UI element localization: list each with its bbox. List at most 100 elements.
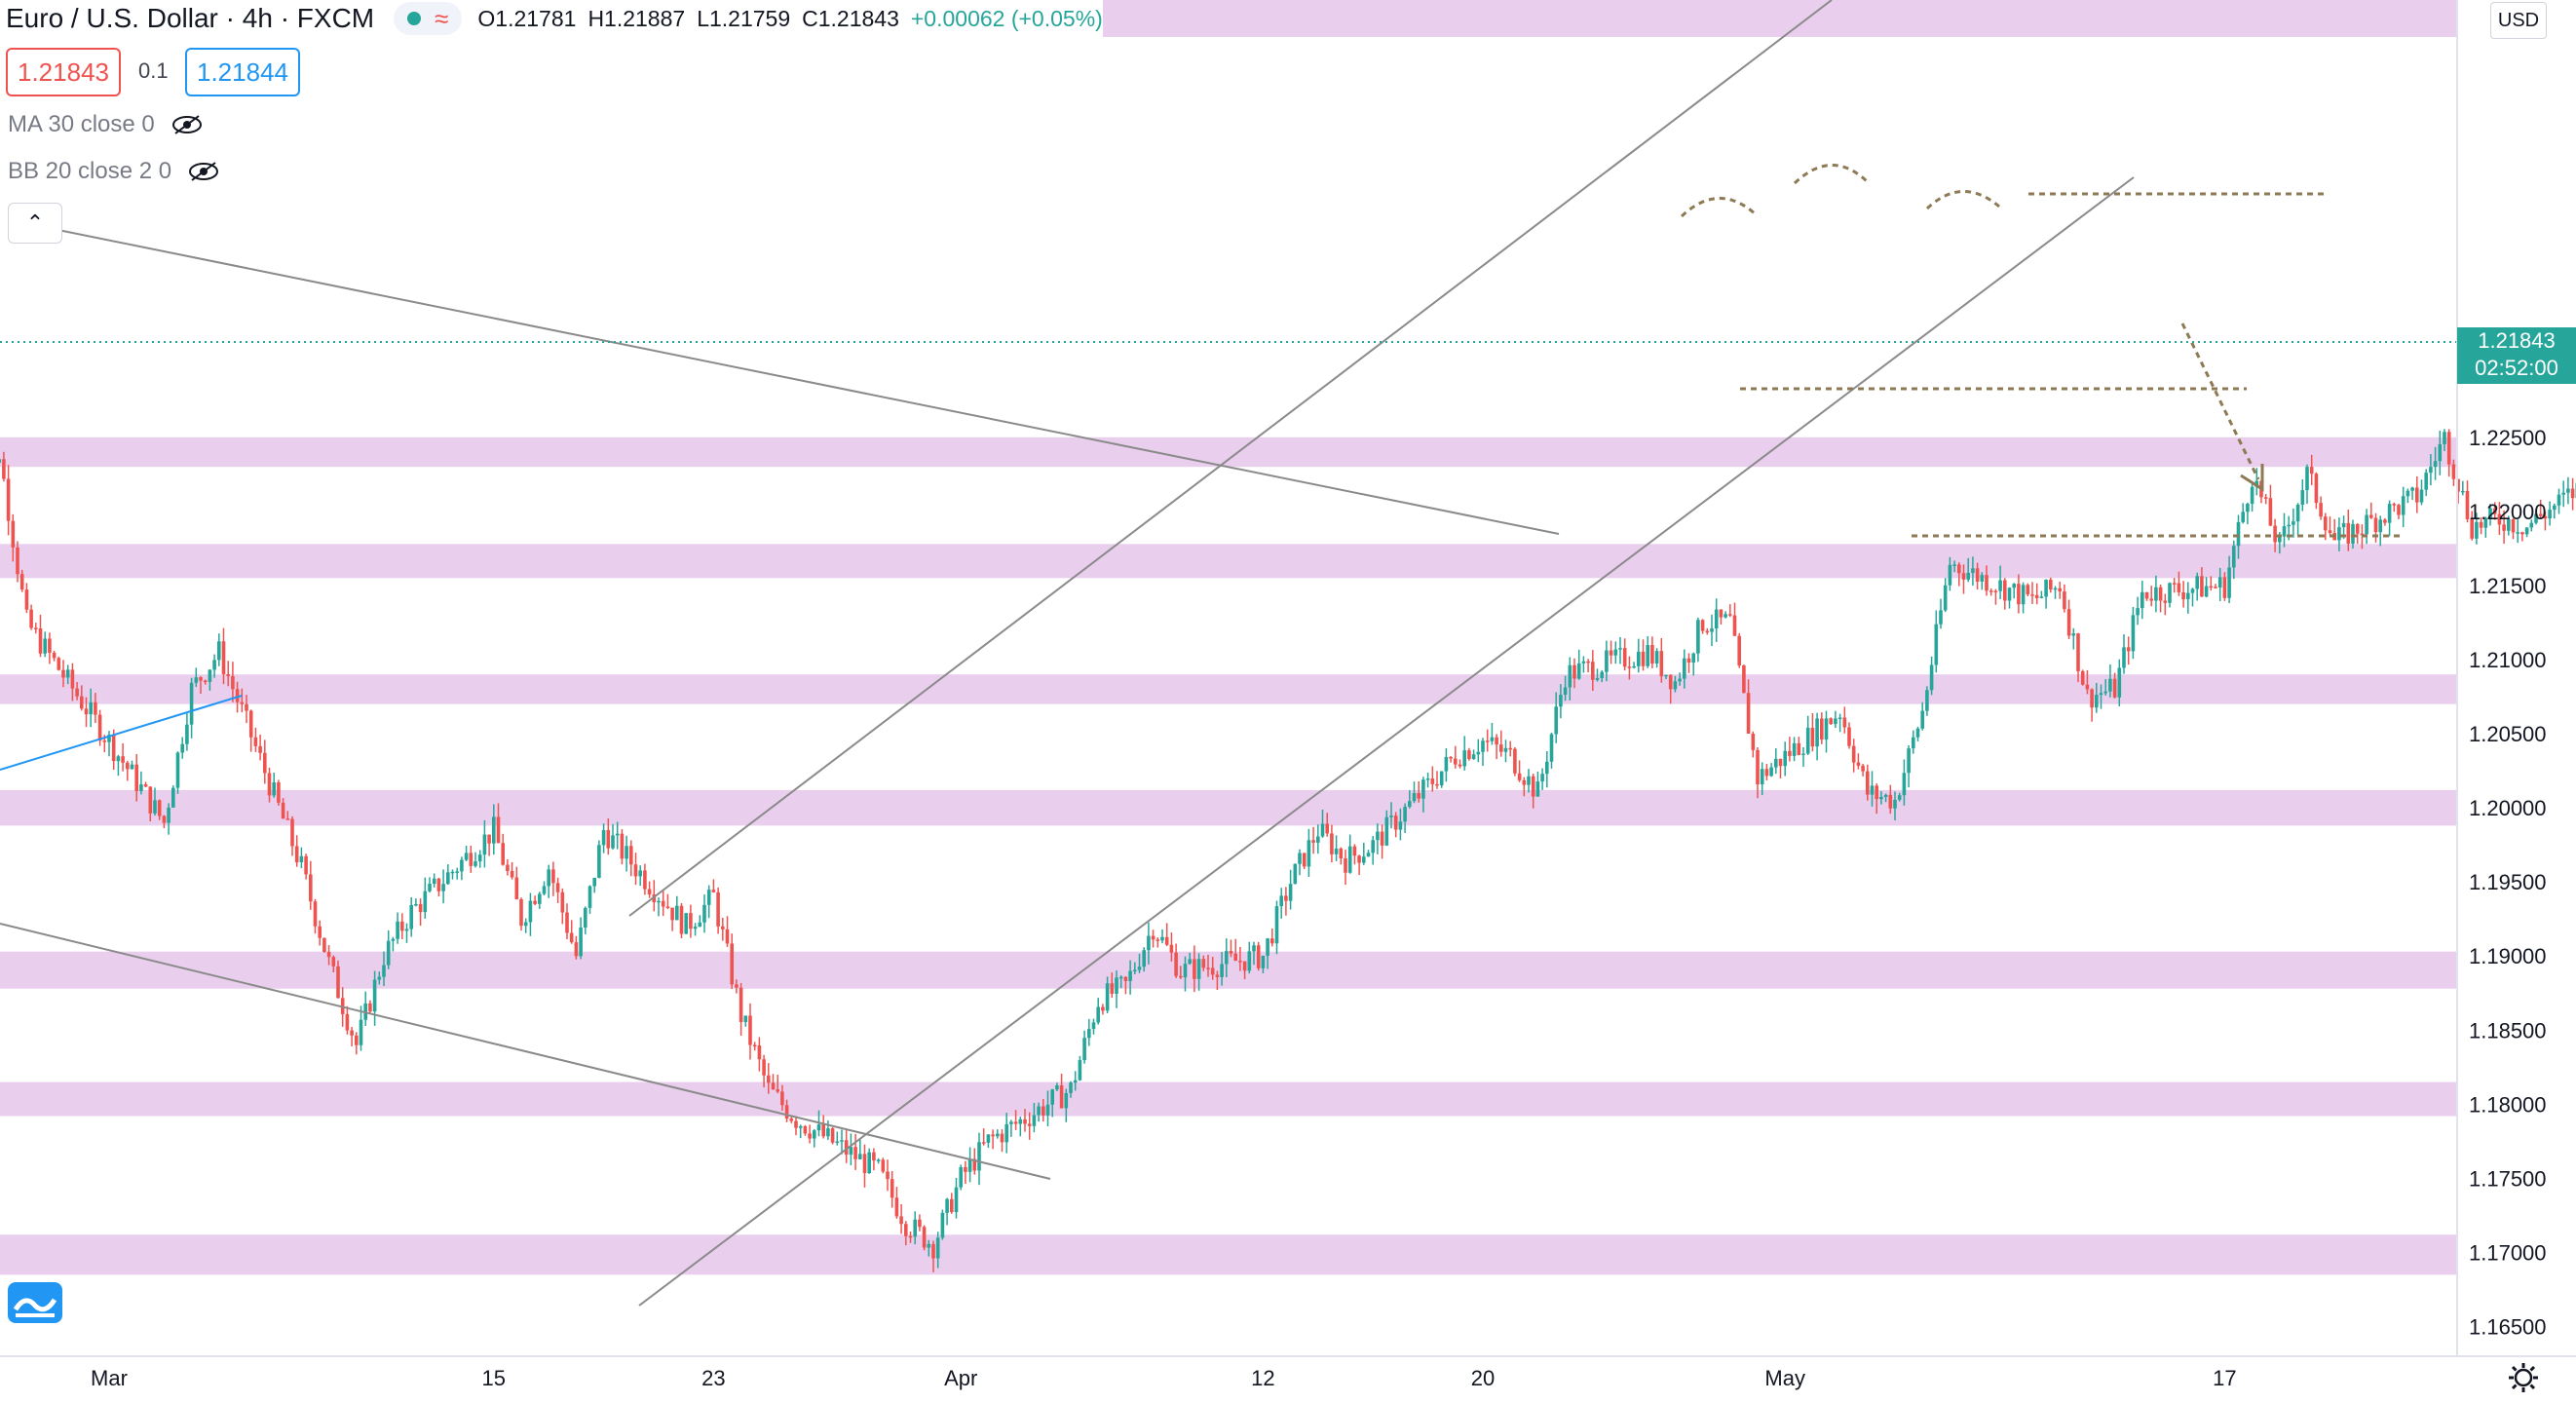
candle-body <box>927 1243 931 1248</box>
candle-body <box>2236 521 2241 547</box>
candle-body <box>2122 647 2126 668</box>
candle-body <box>2387 504 2392 523</box>
candle-body <box>418 903 423 913</box>
candle-body <box>2095 695 2099 708</box>
time-tick-label: 15 <box>482 1366 506 1390</box>
candle-body <box>189 682 194 725</box>
candle-body <box>199 677 203 681</box>
change-value: +0.00062 (+0.05%) <box>910 5 1103 31</box>
candle-body <box>6 478 11 521</box>
wave-icon: ≈ <box>435 3 449 33</box>
indicator-ma[interactable]: MA 30 close 0 <box>8 111 204 138</box>
candle-body <box>1481 740 1485 752</box>
currency-label[interactable]: USD <box>2490 2 2547 39</box>
tradingview-logo-icon[interactable] <box>8 1282 62 1323</box>
candle-body <box>1193 959 1196 979</box>
candle-body <box>2263 497 2268 499</box>
candle-body <box>111 735 116 762</box>
candle-body <box>1961 573 1966 580</box>
candle-body <box>102 740 107 742</box>
candle-body <box>1998 580 2002 591</box>
zone-band <box>0 436 2457 468</box>
sell-button[interactable]: 1.21843 <box>6 48 121 96</box>
candle-body <box>981 1142 986 1144</box>
candle-body <box>2502 524 2506 531</box>
last-price-tag: 1.21843 02:52:00 <box>2457 327 2576 384</box>
market-status-pill[interactable]: ≈ <box>394 2 463 35</box>
candle-body <box>894 1197 899 1217</box>
candle-body <box>309 874 313 902</box>
candle-body <box>1123 976 1128 981</box>
candle-body <box>611 835 615 849</box>
candle-body <box>1732 615 1737 636</box>
candle-body <box>615 833 620 836</box>
eye-hidden-icon[interactable] <box>170 114 204 135</box>
candle-body <box>698 922 702 928</box>
candle-body <box>1233 953 1237 962</box>
candle-body <box>299 855 304 863</box>
candle-body <box>1421 779 1425 799</box>
candle-body <box>794 1120 798 1128</box>
candle-body <box>11 520 16 548</box>
candle-body <box>2309 467 2314 474</box>
candle-body <box>789 1119 794 1121</box>
candle-body <box>862 1154 867 1174</box>
candle-body <box>2456 478 2460 492</box>
candle-body <box>277 782 281 803</box>
candle-body <box>423 891 428 913</box>
candle-body <box>94 702 97 715</box>
candle-body <box>1366 853 1371 857</box>
symbol-title[interactable]: Euro / U.S. Dollar · 4h · FXCM <box>6 3 375 33</box>
symbol-header: Euro / U.S. Dollar · 4h · FXCM ≈ O1.2178… <box>0 0 1103 37</box>
candle-body <box>821 1124 825 1137</box>
candle-body <box>386 940 391 966</box>
candle-body <box>1678 678 1682 682</box>
candle-body <box>1449 757 1453 759</box>
candle-body <box>162 815 167 823</box>
candle-body <box>175 752 180 788</box>
candle-body <box>1279 895 1283 907</box>
indicator-bb[interactable]: BB 20 close 2 0 <box>8 158 220 185</box>
candle-body <box>1549 734 1554 762</box>
candle-body <box>913 1219 917 1237</box>
candle-body <box>336 966 340 999</box>
candle-body <box>322 937 326 953</box>
eye-hidden-icon[interactable] <box>187 161 220 182</box>
candle-body <box>1714 609 1719 629</box>
zone-band <box>0 789 2457 826</box>
candle-body <box>711 890 716 892</box>
collapse-legend-button[interactable]: ⌃ <box>8 203 62 244</box>
candle-body <box>918 1219 922 1228</box>
time-tick-label: 20 <box>1471 1366 1495 1390</box>
candle-body <box>940 1212 945 1238</box>
candle-body <box>1925 690 1929 711</box>
price-tick-label: 1.18000 <box>2469 1092 2547 1117</box>
candle-body <box>2328 530 2332 534</box>
candle-body <box>1710 628 1714 632</box>
price-tick-label: 1.20000 <box>2469 796 2547 820</box>
candle-body <box>1659 651 1664 677</box>
buy-button[interactable]: 1.21844 <box>185 48 300 96</box>
candle-body <box>1082 1038 1086 1061</box>
candle-body <box>226 674 230 676</box>
candle-body <box>1087 1029 1091 1039</box>
downtrend-line-upper <box>28 223 1560 535</box>
candle-body <box>1728 614 1732 616</box>
time-axis[interactable]: Mar1523Apr1220May17Jun1422 <box>91 1366 2576 1390</box>
candle-body <box>1939 610 1943 625</box>
time-tick-label: Apr <box>944 1366 977 1390</box>
candle-body <box>986 1134 991 1143</box>
gear-icon[interactable] <box>2506 1360 2541 1395</box>
price-axis[interactable]: 1.16500 1.17000 1.17500 1.18000 1.18500 1.190… <box>2469 352 2547 1340</box>
candle-body <box>1225 951 1229 965</box>
candle-body <box>899 1216 903 1225</box>
candle-body <box>248 710 253 738</box>
candle-body <box>2360 533 2365 536</box>
candle-body <box>972 1158 977 1171</box>
candle-body <box>1705 630 1710 633</box>
candle-body <box>1201 959 1206 968</box>
candle-body <box>1471 754 1476 760</box>
candle-body <box>1934 624 1939 665</box>
candle-body <box>706 890 711 905</box>
